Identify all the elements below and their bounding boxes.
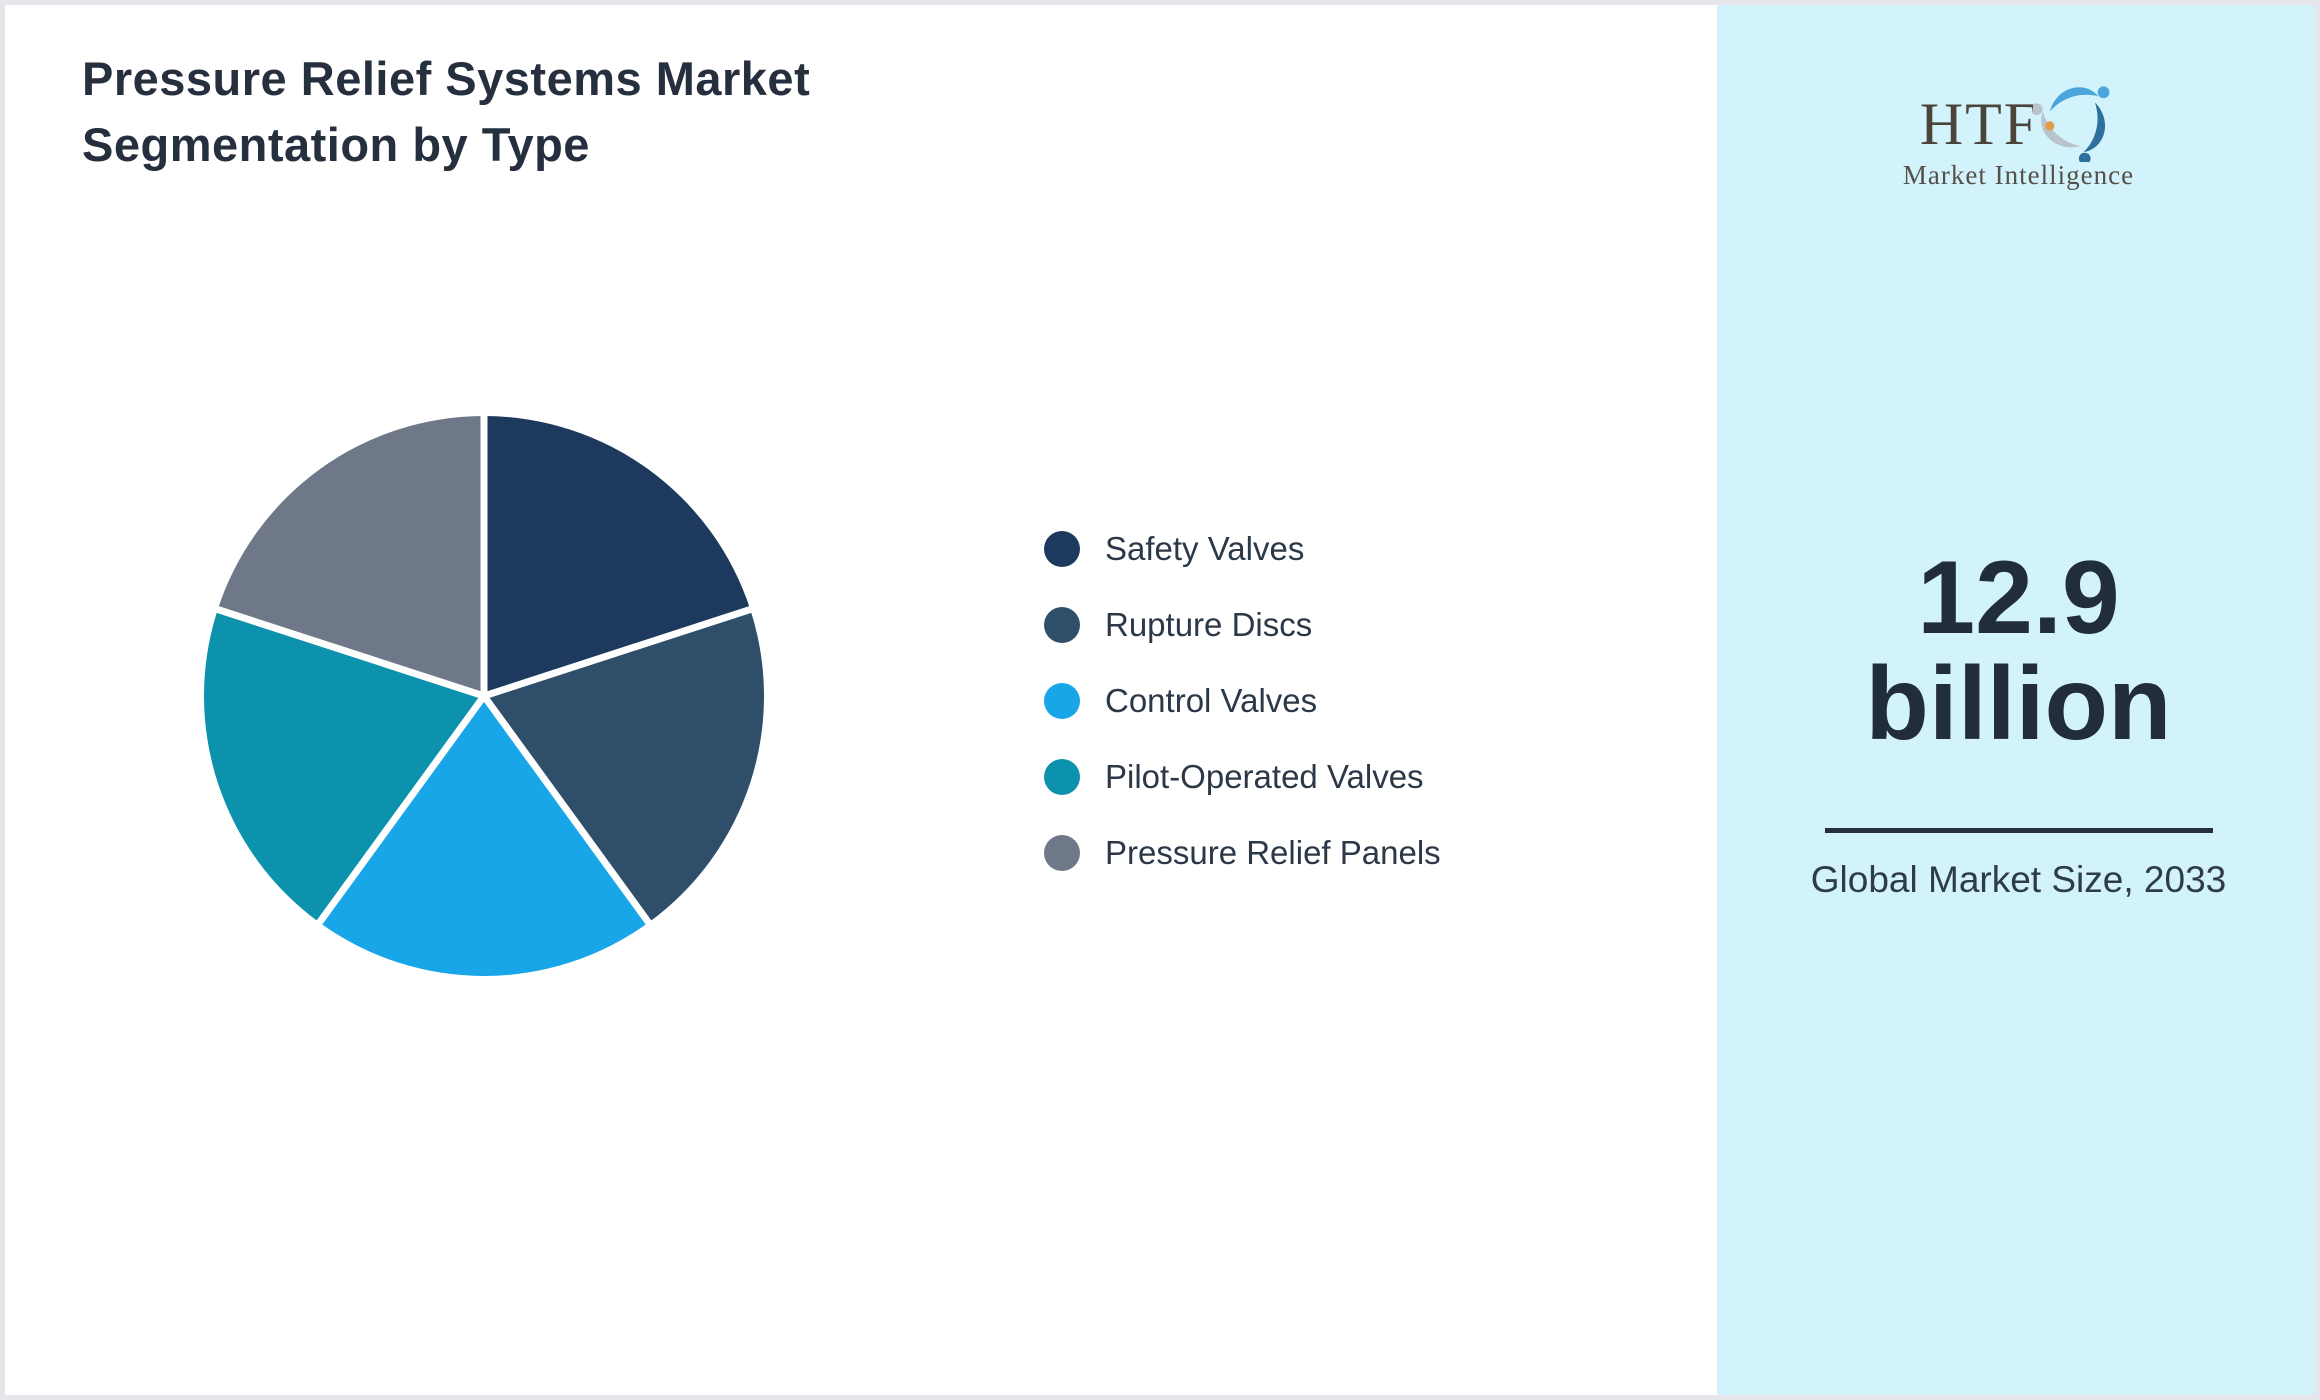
market-size-caption: Global Market Size, 2033 — [1810, 859, 2227, 900]
brand-logo: HTF — [1717, 78, 2320, 190]
legend-label: Pressure Relief Panels — [1105, 834, 1441, 871]
brand-logo-row: HTF — [1920, 78, 2117, 162]
legend-item: Pilot-Operated Valves — [1044, 758, 1441, 795]
pie-slice-3 — [203, 609, 485, 923]
legend-item: Safety Valves — [1044, 530, 1441, 567]
logo-subtext: Market Intelligence — [1902, 160, 2135, 190]
legend-item: Control Valves — [1044, 682, 1441, 719]
market-size-unit: billion — [1865, 646, 2172, 762]
pie-slice-4 — [217, 416, 484, 696]
pie-slice-2 — [319, 696, 649, 976]
pie-chart — [184, 396, 784, 996]
legend-label: Safety Valves — [1105, 530, 1305, 567]
chart-legend: Safety Valves Rupture Discs Control Valves… — [1044, 530, 1441, 871]
legend-label: Pilot-Operated Valves — [1105, 758, 1424, 795]
logo-text: HTF — [1919, 91, 2040, 157]
legend-swatch-icon — [1044, 531, 1080, 567]
page-title: Pressure Relief Systems Market Segmentat… — [82, 52, 811, 171]
legend-swatch-icon — [1044, 683, 1080, 719]
pie-slice-separator — [315, 693, 487, 927]
divider-line — [1824, 828, 2213, 833]
right-panel: HTF — [1717, 0, 2320, 1400]
pie-chart-svg — [203, 414, 765, 976]
pie-slice-separator — [481, 693, 653, 927]
market-size: 12.9 billion — [1717, 545, 2320, 757]
swirl-logo-icon — [2033, 86, 2110, 162]
pie-slice-1 — [484, 609, 765, 923]
market-size-value: 12.9 — [1917, 540, 2120, 656]
legend-swatch-icon — [1044, 607, 1080, 643]
pie-slice-separator — [214, 605, 486, 700]
legend-label: Control Valves — [1105, 682, 1318, 719]
legend-item: Rupture Discs — [1044, 606, 1441, 643]
legend-swatch-icon — [1044, 759, 1080, 795]
legend-item: Pressure Relief Panels — [1044, 834, 1441, 871]
legend-swatch-icon — [1044, 835, 1080, 871]
pie-slice-separator — [482, 605, 754, 700]
legend-label: Rupture Discs — [1105, 606, 1313, 643]
pie-slice-0 — [484, 416, 751, 696]
